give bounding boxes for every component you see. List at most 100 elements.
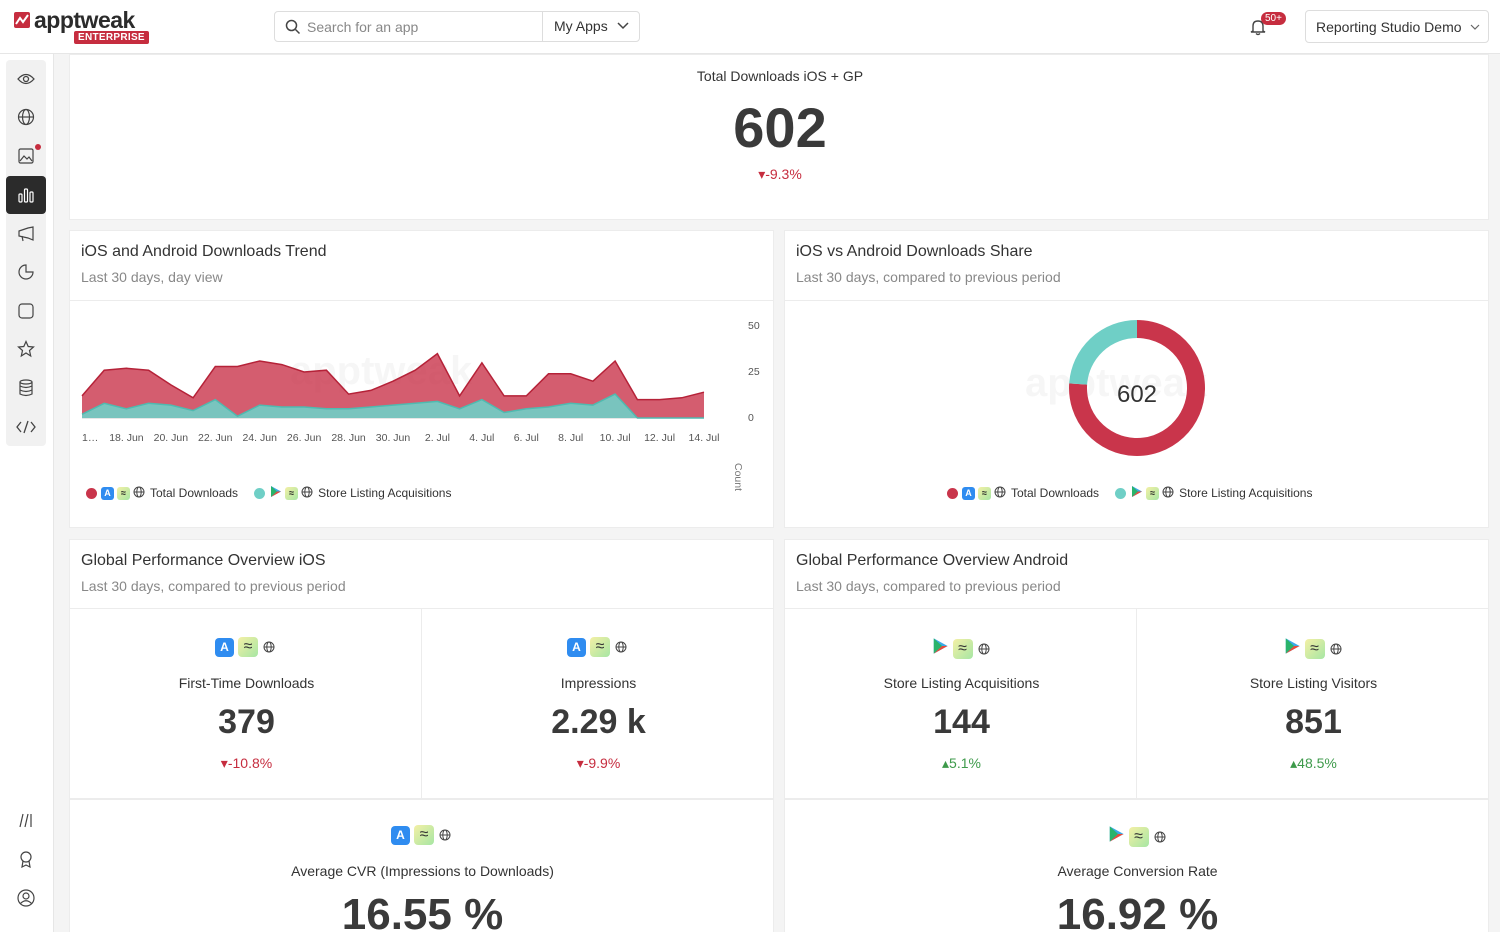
kpi-delta: ▴5.1% [942, 755, 981, 771]
x-tick-label: 8. Jul [558, 432, 584, 444]
divider [785, 300, 1488, 301]
x-tick-label: 26. Jun [286, 432, 322, 444]
x-tick-label: 24. Jun [242, 432, 277, 444]
delta-value: 48.5% [1297, 755, 1337, 771]
trend-area-chart[interactable] [70, 231, 775, 529]
card-title: iOS and Android Downloads Trend [81, 243, 327, 260]
y-tick-label: 0 [748, 412, 754, 424]
pie-chart-icon[interactable] [6, 253, 46, 291]
search-icon [285, 19, 301, 35]
google-play-icon [1283, 637, 1301, 660]
ios-overview-header: Global Performance Overview iOS Last 30 … [69, 539, 774, 609]
downloads-share-card: iOS vs Android Downloads Share Last 30 d… [784, 230, 1489, 528]
chevron-down-icon[interactable] [617, 22, 629, 30]
app-icon: ≈ [1146, 486, 1160, 500]
legend-dot-total [947, 487, 958, 499]
google-play-icon [1130, 485, 1143, 501]
bell-icon[interactable] [1249, 18, 1267, 36]
x-tick-label: 20. Jun [153, 432, 189, 444]
apptweak-logo[interactable]: apptweak ENTERPRISE [14, 7, 149, 47]
source-icons: ≈ [1137, 637, 1488, 660]
total-downloads-card: Total Downloads iOS + GP 602 ▾-9.3% [69, 54, 1489, 220]
globe-icon [133, 486, 145, 501]
x-tick-label: 2. Jul [424, 432, 450, 444]
downloads-trend-card: iOS and Android Downloads Trend Last 30 … [69, 230, 774, 528]
new-indicator-dot [35, 144, 41, 150]
app-icon: ≈ [285, 486, 299, 500]
app-icon: ≈ [238, 637, 258, 657]
library-icon[interactable] [6, 801, 46, 839]
database-icon[interactable] [6, 369, 46, 407]
globe-icon[interactable] [6, 98, 46, 136]
donut-slice-total-downloads[interactable] [1069, 320, 1205, 456]
legend-dot-acquisitions [254, 487, 266, 499]
legend-label-total: Total Downloads [150, 486, 239, 500]
search-divider [542, 12, 543, 41]
legend-label-acquisitions: Store Listing Acquisitions [318, 486, 452, 500]
line-series-total-downloads [81, 352, 705, 401]
appstore-icon: A [215, 637, 234, 657]
kpi-delta: ▴48.5% [1290, 755, 1337, 771]
divider [70, 300, 773, 301]
delta-value: -10.8% [227, 755, 273, 771]
area-series-store-listing-acquisitions[interactable] [82, 394, 704, 418]
my-apps-dropdown[interactable]: My Apps [554, 18, 608, 34]
image-icon[interactable] [6, 137, 46, 175]
source-icons: A ≈ [422, 637, 773, 657]
megaphone-icon[interactable] [6, 215, 46, 253]
app-icon: ≈ [952, 638, 973, 659]
bar-chart-icon[interactable] [6, 176, 46, 214]
x-tick-label: 10. Jul [599, 432, 631, 444]
x-tick-label: 14. Jul [688, 432, 720, 444]
y-axis-label: Count [732, 463, 744, 492]
app-icon: ≈ [117, 486, 130, 500]
kpi-delta: ▾-9.9% [576, 755, 621, 771]
globe-icon [262, 640, 276, 654]
eye-icon[interactable] [6, 60, 46, 98]
chevron-down-icon [1470, 24, 1480, 30]
card-subtitle: Last 30 days, compared to previous perio… [796, 578, 1061, 594]
x-tick-label: 12. Jul [644, 432, 676, 444]
notification-count-badge: 50+ [1261, 12, 1286, 25]
total-downloads-delta: ▾-9.3% [758, 166, 802, 182]
kpi-impressions: A ≈ Impressions 2.29 k ▾-9.9% [421, 608, 774, 799]
square-icon[interactable] [6, 292, 46, 330]
card-subtitle: Last 30 days, compared to previous perio… [81, 578, 346, 594]
trend-legend: A ≈ Total Downloads ≈ Store Listing Acqu… [86, 485, 467, 501]
legend-label-acquisitions: Store Listing Acquisitions [1179, 486, 1313, 500]
workspace-selector[interactable]: Reporting Studio Demo [1305, 10, 1489, 43]
donut-center-value: 602 [1116, 381, 1158, 408]
google-play-icon [1107, 825, 1125, 848]
app-icon: ≈ [1128, 826, 1149, 847]
code-icon[interactable] [6, 408, 46, 446]
y-tick-label: 25 [748, 366, 760, 378]
delta-value: 5.1% [949, 755, 981, 771]
kpi-store-listing-acquisitions: ≈ Store Listing Acquisitions 144 ▴5.1% [784, 608, 1137, 799]
donut-slice-store-listing-acquisitions[interactable] [1069, 320, 1138, 386]
app-icon: ≈ [414, 825, 434, 845]
line-series-store-listing-acquisitions [81, 393, 704, 419]
globe-icon [1153, 830, 1167, 844]
kpi-value: 144 [933, 703, 990, 741]
source-icons: ≈ [785, 637, 1136, 660]
appstore-icon: A [962, 486, 975, 500]
kpi-value: 16.92 % [1056, 890, 1219, 932]
user-icon[interactable] [6, 879, 46, 917]
kpi-value: 2.29 k [551, 703, 646, 741]
star-icon[interactable] [6, 330, 46, 368]
top-bar: apptweak ENTERPRISE My Apps 50+ Reportin… [0, 0, 1500, 54]
x-tick-label: 18. Jun [109, 432, 144, 444]
award-icon[interactable] [6, 840, 46, 878]
search-input[interactable] [307, 17, 537, 37]
delta-value: -9.9% [583, 755, 621, 771]
kpi-label: Average Conversion Rate [1057, 863, 1218, 879]
source-icons: ≈ [785, 825, 1488, 848]
area-series-total-downloads[interactable] [82, 353, 704, 418]
appstore-icon: A [101, 486, 114, 500]
share-donut-chart[interactable] [785, 231, 1490, 529]
card-title: Global Performance Overview iOS [81, 552, 326, 569]
legend-dot-total [86, 487, 97, 499]
x-tick-label: 22. Jun [198, 432, 233, 444]
total-downloads-title: Total Downloads iOS + GP [696, 68, 864, 84]
kpi-label: Store Listing Visitors [1249, 675, 1378, 691]
